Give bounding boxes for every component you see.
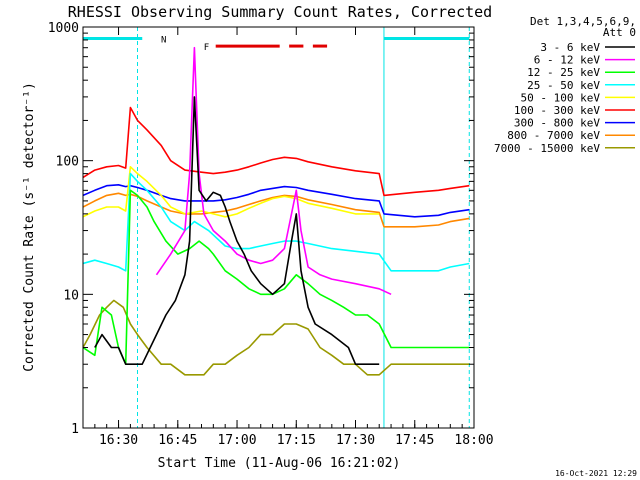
x-tick-label: 16:30	[99, 433, 138, 448]
plot-frame	[82, 26, 475, 429]
legend-label: 25 - 50 keV	[527, 79, 600, 92]
y-tick-label: 1000	[48, 21, 79, 36]
x-tick-label: 17:30	[336, 433, 375, 448]
x-tick-label: 17:15	[277, 433, 316, 448]
x-tick-label: 17:45	[395, 433, 434, 448]
series-line	[155, 46, 392, 296]
legend-label: 50 - 100 keV	[521, 91, 601, 104]
y-axis-label: Corrected Count Rate (s⁻¹ detector⁻¹)	[22, 82, 37, 372]
legend-label: 6 - 12 keV	[534, 54, 601, 67]
series-group	[83, 27, 470, 428]
legend-label: 7000 - 15000 keV	[494, 142, 600, 155]
legend-label: 300 - 800 keV	[514, 117, 600, 130]
x-tick-label: 18:00	[454, 433, 493, 448]
legend-header: Att 0	[603, 26, 636, 39]
legend-label: 800 - 7000 keV	[507, 129, 600, 142]
legend-label: 100 - 300 keV	[514, 104, 600, 117]
x-tick-label: 17:00	[217, 433, 256, 448]
y-tick-label: 10	[63, 288, 79, 303]
legend-header: Det 1,3,4,5,6,9,	[530, 15, 636, 28]
x-tick-label: 16:45	[158, 433, 197, 448]
series-line	[83, 189, 470, 365]
legend-label: 12 - 25 keV	[527, 66, 600, 79]
series-line	[83, 299, 470, 376]
chart-title: RHESSI Observing Summary Count Rates, Co…	[68, 3, 492, 21]
series-line	[83, 106, 470, 197]
axes: 16:30 16:45 17:00 17:15 17:30 17:45 18:00 1 10 10…	[48, 21, 494, 448]
series-line	[83, 166, 380, 218]
flag-letter: N	[161, 36, 166, 46]
plot-area: NF	[83, 27, 470, 428]
y-tick-label: 100	[56, 155, 79, 170]
legend-label: 3 - 6 keV	[540, 41, 600, 54]
series-line	[94, 96, 380, 365]
series-line	[83, 172, 470, 272]
x-axis-label: Start Time (11-Aug-06 16:21:02)	[158, 456, 401, 471]
y-tick-label: 1	[71, 422, 79, 437]
footer-date: 16-Oct-2021 12:29	[555, 469, 637, 478]
flag-letter: F	[204, 43, 209, 53]
